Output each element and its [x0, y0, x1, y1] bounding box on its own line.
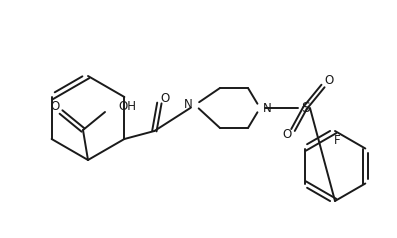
Text: OH: OH: [118, 100, 136, 114]
Text: S: S: [301, 101, 309, 115]
Text: N: N: [184, 99, 193, 111]
Text: N: N: [263, 101, 272, 114]
Text: O: O: [282, 129, 292, 142]
Text: O: O: [161, 91, 170, 104]
Text: F: F: [334, 134, 340, 148]
Text: O: O: [50, 100, 60, 114]
Text: O: O: [324, 74, 333, 88]
